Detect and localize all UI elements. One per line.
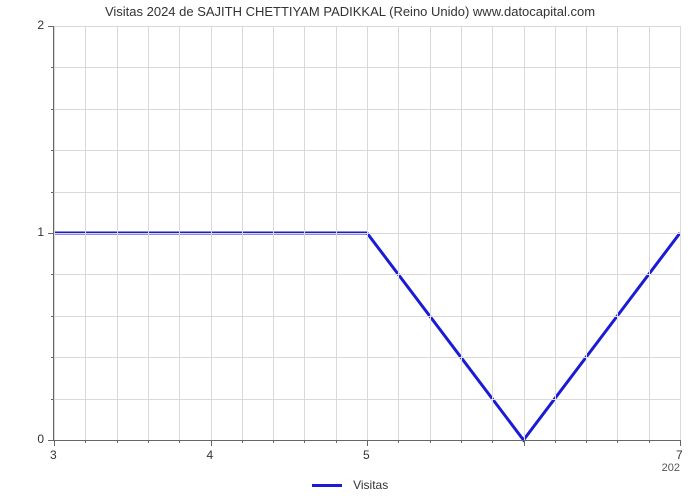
x-tick-label: 3 <box>50 448 57 462</box>
x-tick <box>54 440 55 446</box>
gridline-v <box>555 26 556 440</box>
x-tick-minor <box>586 440 587 443</box>
x-tick-minor <box>617 440 618 443</box>
y-tick-minor <box>51 274 54 275</box>
x-tick <box>367 440 368 446</box>
chart-title: Visitas 2024 de SAJITH CHETTIYAM PADIKKA… <box>0 4 700 19</box>
gridline-v <box>242 26 243 440</box>
x-tick <box>680 440 681 446</box>
y-tick-minor <box>51 109 54 110</box>
y-tick-minor <box>51 399 54 400</box>
gridline-v <box>586 26 587 440</box>
gridline-v <box>680 26 681 440</box>
x-tick-minor <box>461 440 462 443</box>
gridline-v <box>430 26 431 440</box>
y-tick-minor <box>51 67 54 68</box>
gridline-v <box>524 26 525 440</box>
x-tick-label: 7 <box>676 448 683 462</box>
y-tick-minor <box>51 316 54 317</box>
gridline-v <box>304 26 305 440</box>
x-tick-minor <box>649 440 650 443</box>
y-tick-label: 2 <box>37 18 44 32</box>
y-tick-label: 1 <box>37 225 44 239</box>
gridline-v <box>148 26 149 440</box>
x-sub-label: 202 <box>662 462 680 474</box>
y-tick <box>48 233 54 234</box>
x-tick <box>211 440 212 446</box>
gridline-v <box>273 26 274 440</box>
x-tick-minor <box>273 440 274 443</box>
gridline-v <box>336 26 337 440</box>
x-tick-label: 5 <box>363 448 370 462</box>
y-tick <box>48 26 54 27</box>
legend-swatch <box>312 484 342 487</box>
x-tick <box>524 440 525 446</box>
gridline-v <box>211 26 212 440</box>
gridline-v <box>398 26 399 440</box>
legend-label: Visitas <box>353 478 388 492</box>
gridline-v <box>617 26 618 440</box>
gridline-v <box>117 26 118 440</box>
gridline-v <box>649 26 650 440</box>
gridline-v <box>461 26 462 440</box>
x-tick-minor <box>336 440 337 443</box>
x-tick-minor <box>398 440 399 443</box>
gridline-v <box>179 26 180 440</box>
x-tick-minor <box>492 440 493 443</box>
y-tick-label: 0 <box>37 432 44 446</box>
gridline-v <box>85 26 86 440</box>
plot-area <box>54 26 680 440</box>
x-tick-minor <box>430 440 431 443</box>
y-tick-minor <box>51 150 54 151</box>
chart-container: Visitas 2024 de SAJITH CHETTIYAM PADIKKA… <box>0 0 700 500</box>
gridline-v <box>367 26 368 440</box>
x-tick-minor <box>117 440 118 443</box>
x-tick-minor <box>242 440 243 443</box>
gridline-v <box>492 26 493 440</box>
gridline-v <box>54 26 55 440</box>
x-tick-minor <box>85 440 86 443</box>
x-tick-minor <box>555 440 556 443</box>
legend: Visitas <box>0 478 700 492</box>
x-tick-label: 4 <box>207 448 214 462</box>
y-tick-minor <box>51 357 54 358</box>
x-tick-minor <box>148 440 149 443</box>
x-tick-minor <box>179 440 180 443</box>
x-tick-minor <box>304 440 305 443</box>
y-tick-minor <box>51 192 54 193</box>
